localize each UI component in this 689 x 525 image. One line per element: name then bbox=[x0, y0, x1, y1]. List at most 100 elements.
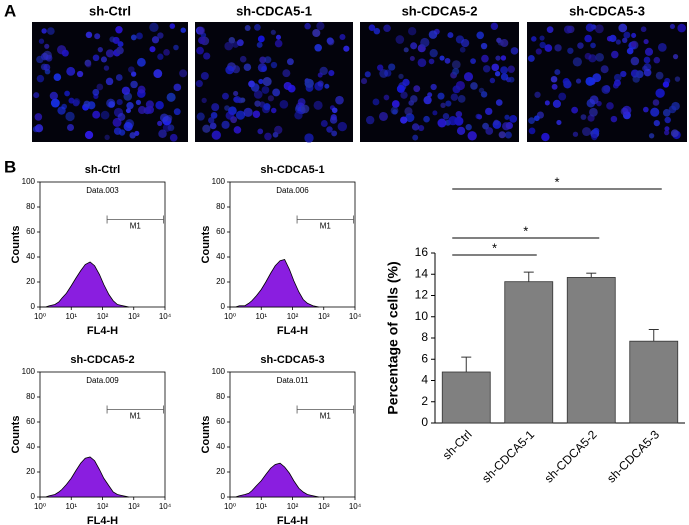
cell-nucleus bbox=[410, 42, 418, 50]
cell-nucleus bbox=[92, 88, 100, 96]
x-axis-label: FL4-H bbox=[277, 515, 308, 525]
chart-title: sh-CDCA5-3 bbox=[260, 354, 324, 366]
cell-nucleus bbox=[610, 115, 618, 123]
cell-nucleus bbox=[409, 56, 415, 62]
x-tick-label: sh-Ctrl bbox=[440, 427, 475, 462]
x-tick-label: 10⁴ bbox=[159, 502, 172, 511]
cell-nucleus bbox=[64, 90, 70, 97]
cell-nucleus bbox=[437, 118, 447, 128]
cell-nucleus bbox=[643, 38, 649, 45]
bar bbox=[566, 277, 616, 424]
cell-nucleus bbox=[430, 83, 437, 91]
y-tick-label: 0 bbox=[221, 302, 226, 311]
cell-nucleus bbox=[125, 108, 131, 114]
cell-nucleus bbox=[104, 134, 110, 140]
y-tick-label: 6 bbox=[421, 351, 428, 365]
cell-nucleus bbox=[489, 77, 496, 84]
cell-nucleus bbox=[412, 134, 419, 141]
cell-nucleus bbox=[475, 113, 481, 120]
cell-nucleus bbox=[211, 103, 220, 112]
cell-nucleus bbox=[328, 69, 335, 77]
cell-nucleus bbox=[447, 32, 454, 39]
cell-nucleus bbox=[601, 85, 611, 94]
cell-nucleus bbox=[34, 124, 44, 133]
cell-nucleus bbox=[157, 32, 164, 39]
cell-nucleus bbox=[655, 88, 665, 98]
x-tick-label: 10⁴ bbox=[349, 502, 362, 511]
y-axis-label: Counts bbox=[10, 416, 22, 454]
cell-nucleus bbox=[500, 38, 509, 48]
cell-nucleus bbox=[262, 77, 272, 87]
cell-nucleus bbox=[531, 36, 537, 42]
cell-nucleus bbox=[613, 79, 621, 87]
cell-nucleus bbox=[455, 35, 465, 44]
y-tick-label: 0 bbox=[421, 415, 428, 429]
cell-nucleus bbox=[448, 116, 458, 126]
cell-nucleus bbox=[123, 121, 133, 132]
cell-nucleus bbox=[210, 112, 218, 119]
cell-nucleus bbox=[253, 90, 263, 99]
y-tick-label: 60 bbox=[216, 227, 225, 236]
cell-nucleus bbox=[403, 47, 409, 53]
image-title: sh-CDCA5-1 bbox=[236, 3, 312, 18]
cell-nucleus bbox=[585, 76, 595, 86]
cell-nucleus bbox=[408, 27, 417, 36]
cell-nucleus bbox=[275, 34, 282, 40]
cell-nucleus bbox=[391, 100, 400, 108]
cell-nucleus bbox=[270, 61, 278, 69]
cell-nucleus bbox=[61, 49, 69, 57]
cell-nucleus bbox=[264, 56, 272, 64]
cell-nucleus bbox=[203, 52, 211, 60]
cell-nucleus bbox=[109, 36, 116, 43]
cell-nucleus bbox=[224, 105, 230, 111]
annotation: Data.006 bbox=[276, 186, 309, 195]
cell-nucleus bbox=[457, 95, 466, 103]
cell-nucleus bbox=[263, 103, 271, 111]
y-tick-label: 20 bbox=[26, 467, 35, 476]
cell-nucleus bbox=[304, 133, 314, 143]
cell-nucleus bbox=[243, 63, 252, 71]
cell-nucleus bbox=[452, 67, 460, 75]
cell-nucleus bbox=[652, 99, 660, 106]
cell-nucleus bbox=[222, 92, 229, 100]
cell-nucleus bbox=[272, 88, 281, 97]
cell-nucleus bbox=[485, 127, 494, 135]
cell-nucleus bbox=[337, 121, 347, 132]
y-tick-label: 40 bbox=[26, 252, 35, 261]
cell-nucleus bbox=[294, 111, 303, 120]
cell-nucleus bbox=[158, 129, 167, 139]
cell-nucleus bbox=[34, 113, 43, 121]
cell-nucleus bbox=[556, 119, 562, 126]
cell-nucleus bbox=[96, 83, 104, 91]
cell-nucleus bbox=[282, 69, 291, 78]
cell-nucleus bbox=[257, 35, 265, 43]
cell-nucleus bbox=[591, 133, 598, 141]
cell-nucleus bbox=[584, 34, 592, 43]
cell-nucleus bbox=[313, 100, 323, 110]
cell-nucleus bbox=[137, 106, 146, 115]
histogram-area bbox=[230, 462, 319, 498]
cell-nucleus bbox=[76, 70, 84, 78]
cell-nucleus bbox=[324, 83, 330, 89]
cell-nucleus bbox=[94, 33, 101, 40]
y-tick-label: 100 bbox=[22, 367, 36, 376]
cell-nucleus bbox=[105, 77, 114, 86]
cell-nucleus bbox=[585, 23, 595, 32]
cell-nucleus bbox=[163, 49, 170, 56]
cell-nucleus bbox=[224, 41, 233, 51]
cell-nucleus bbox=[450, 93, 459, 101]
cell-nucleus bbox=[274, 39, 283, 48]
cell-nucleus bbox=[92, 110, 101, 119]
cell-nucleus bbox=[38, 38, 45, 44]
cell-nucleus bbox=[664, 77, 671, 84]
cell-nucleus bbox=[402, 78, 410, 87]
cell-nucleus bbox=[567, 47, 574, 54]
cell-nucleus bbox=[455, 110, 463, 118]
cell-nucleus bbox=[130, 34, 137, 41]
cell-nucleus bbox=[130, 71, 137, 77]
cell-nucleus bbox=[173, 108, 181, 116]
cell-nucleus bbox=[317, 80, 324, 87]
x-tick-label: 10⁰ bbox=[224, 502, 236, 511]
cell-nucleus bbox=[330, 114, 337, 121]
